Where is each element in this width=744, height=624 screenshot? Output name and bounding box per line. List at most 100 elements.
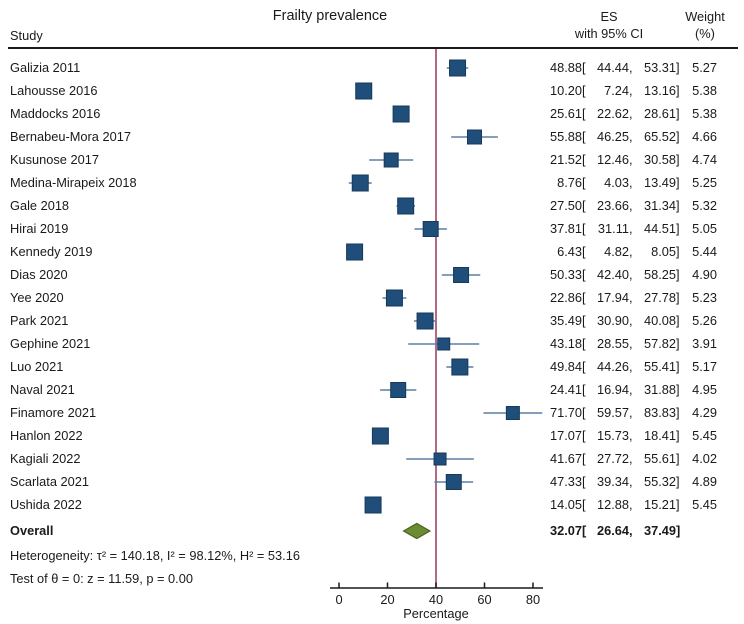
weight-text: 5.17: [692, 359, 717, 374]
es-segment: 55.41: [643, 359, 676, 374]
es-segment: ]: [676, 152, 680, 167]
es-segment: ]: [676, 359, 680, 374]
axis-title: Percentage: [403, 606, 469, 621]
study-label: Gephine 2021: [10, 336, 91, 351]
study-label: Naval 2021: [10, 382, 75, 397]
es-segment: ,: [629, 382, 633, 397]
es-segment: ,: [629, 405, 633, 420]
es-segment: [: [582, 428, 586, 443]
weight-text: 3.91: [692, 336, 717, 351]
es-segment: ]: [676, 60, 680, 75]
weight-text: 5.25: [692, 175, 717, 190]
es-text: 49.84[44.26, 55.41]: [534, 359, 681, 375]
effect-square: [445, 474, 462, 490]
es-text: 24.41[16.94, 31.88]: [534, 382, 681, 398]
weight-text: 5.26: [692, 313, 717, 328]
effect-square: [385, 289, 403, 307]
axis-tick-label: 60: [477, 592, 492, 607]
es-segment: ]: [676, 106, 680, 121]
study-label: Luo 2021: [10, 359, 64, 374]
es-segment: ]: [676, 198, 680, 213]
es-segment: 41.67: [549, 451, 582, 466]
es-text: 14.05[12.88, 15.21]: [534, 497, 681, 513]
study-label: Ushida 2022: [10, 497, 82, 512]
es-segment: 13.49: [643, 175, 676, 190]
es-segment: 13.16: [643, 83, 676, 98]
effect-square: [449, 59, 467, 77]
es-segment: 57.82: [643, 336, 676, 351]
axis-tick-label: 80: [525, 592, 541, 607]
effect-square: [383, 152, 399, 168]
es-segment: ]: [676, 382, 680, 397]
es-segment: ,: [629, 198, 633, 213]
weight-text: 5.45: [692, 428, 717, 443]
es-segment: 37.49: [643, 523, 676, 538]
column-header-weight-line2: (%): [695, 26, 715, 41]
es-segment: [: [582, 474, 586, 489]
study-label: Bernabeu-Mora 2017: [10, 129, 131, 144]
es-segment: 10.20: [549, 83, 582, 98]
es-segment: 65.52: [643, 129, 676, 144]
study-label: Maddocks 2016: [10, 106, 101, 121]
es-segment: 43.18: [549, 336, 582, 351]
es-segment: 39.34: [596, 474, 629, 489]
es-segment: ]: [676, 451, 680, 466]
study-label: Dias 2020: [10, 267, 68, 282]
column-header-weight-line1: Weight: [685, 9, 725, 24]
es-segment: 55.61: [643, 451, 676, 466]
es-segment: ]: [676, 313, 680, 328]
es-text: 25.61[22.62, 28.61]: [534, 106, 681, 122]
es-segment: 7.24: [604, 83, 629, 98]
weight-text: 4.66: [692, 129, 717, 144]
es-segment: 27.78: [643, 290, 676, 305]
es-segment: [: [582, 451, 586, 466]
effect-square: [397, 197, 415, 215]
es-segment: 59.57: [596, 405, 629, 420]
weight-text: 4.29: [692, 405, 717, 420]
es-segment: [: [582, 267, 586, 282]
es-segment: 17.94: [596, 290, 629, 305]
es-segment: 23.66: [596, 198, 629, 213]
es-segment: [: [582, 336, 586, 351]
effect-square: [453, 267, 470, 283]
es-text: 27.50[23.66, 31.34]: [534, 198, 681, 214]
es-segment: ,: [629, 359, 633, 374]
weight-text: 5.44: [692, 244, 717, 259]
column-header-es-line1: ES: [600, 9, 618, 24]
effect-square: [505, 406, 520, 420]
es-segment: 44.26: [596, 359, 629, 374]
weight-text: 5.23: [692, 290, 717, 305]
es-segment: ]: [676, 336, 680, 351]
es-segment: 4.03: [604, 175, 629, 190]
weight-text: 4.89: [692, 474, 717, 489]
es-segment: [: [582, 221, 586, 236]
overall-label: Overall: [10, 523, 54, 538]
effect-square: [371, 427, 389, 445]
es-segment: ]: [676, 474, 680, 489]
es-segment: 31.34: [643, 198, 676, 213]
page-title: Frailty prevalence: [272, 8, 388, 24]
es-segment: 27.72: [596, 451, 629, 466]
es-segment: 16.94: [596, 382, 629, 397]
es-segment: 55.32: [643, 474, 676, 489]
es-segment: 30.90: [596, 313, 629, 328]
es-segment: 6.43: [557, 244, 582, 259]
es-text: 22.86[17.94, 27.78]: [534, 290, 681, 306]
effect-square: [467, 129, 483, 145]
es-segment: ]: [676, 175, 680, 190]
study-label: Park 2021: [10, 313, 69, 328]
es-segment: [: [582, 60, 586, 75]
es-segment: 31.11: [597, 221, 629, 236]
es-segment: 42.40: [596, 267, 629, 282]
es-segment: ]: [676, 497, 680, 512]
es-segment: [: [582, 382, 586, 397]
es-segment: 44.44: [596, 60, 629, 75]
effect-square: [390, 382, 407, 398]
es-segment: 21.52: [549, 152, 582, 167]
effect-square: [351, 174, 369, 192]
overall-diamond: [402, 522, 432, 540]
es-segment: ]: [676, 221, 680, 236]
es-segment: ]: [676, 244, 680, 259]
study-label: Scarlata 2021: [10, 474, 89, 489]
